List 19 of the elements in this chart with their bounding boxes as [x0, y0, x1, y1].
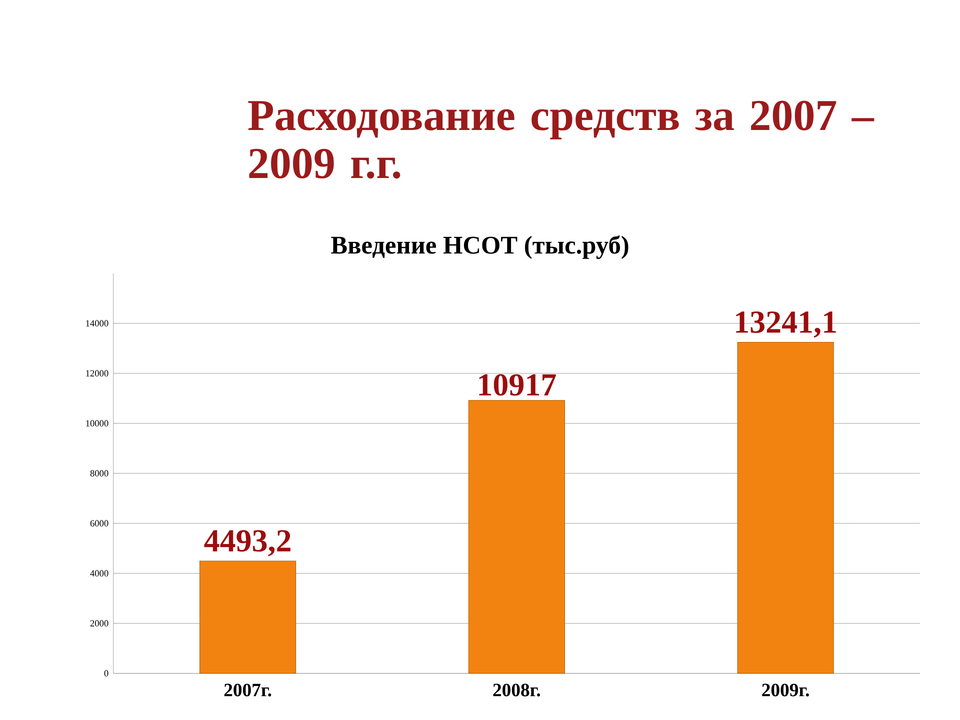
y-tick-label: 10000 — [86, 420, 108, 426]
data-label: 10917 — [479, 374, 556, 396]
bar — [468, 400, 565, 674]
chart-subtitle: Введение НСОТ (тыс.руб) — [331, 235, 628, 259]
y-tick-label: 8000 — [90, 470, 108, 476]
data-label: 13241,1 — [736, 311, 836, 338]
chart-title: Расходование средств за 2007 – 2009 г.г. — [248, 100, 874, 179]
bar — [200, 560, 296, 674]
x-tick-label: 2007г. — [224, 684, 272, 696]
y-tick-label: 4000 — [90, 570, 108, 576]
x-tick-label: 2009г. — [762, 684, 809, 696]
y-tick-label: 6000 — [90, 520, 108, 526]
y-tick-label: 2000 — [90, 620, 108, 626]
y-tick-label: 12000 — [86, 370, 108, 376]
y-tick-label: 14000 — [86, 320, 108, 326]
y-tick-label: 0 — [104, 670, 108, 676]
bar — [737, 342, 834, 674]
x-tick-label: 2008г. — [493, 684, 540, 696]
data-label: 4493,2 — [204, 530, 290, 556]
